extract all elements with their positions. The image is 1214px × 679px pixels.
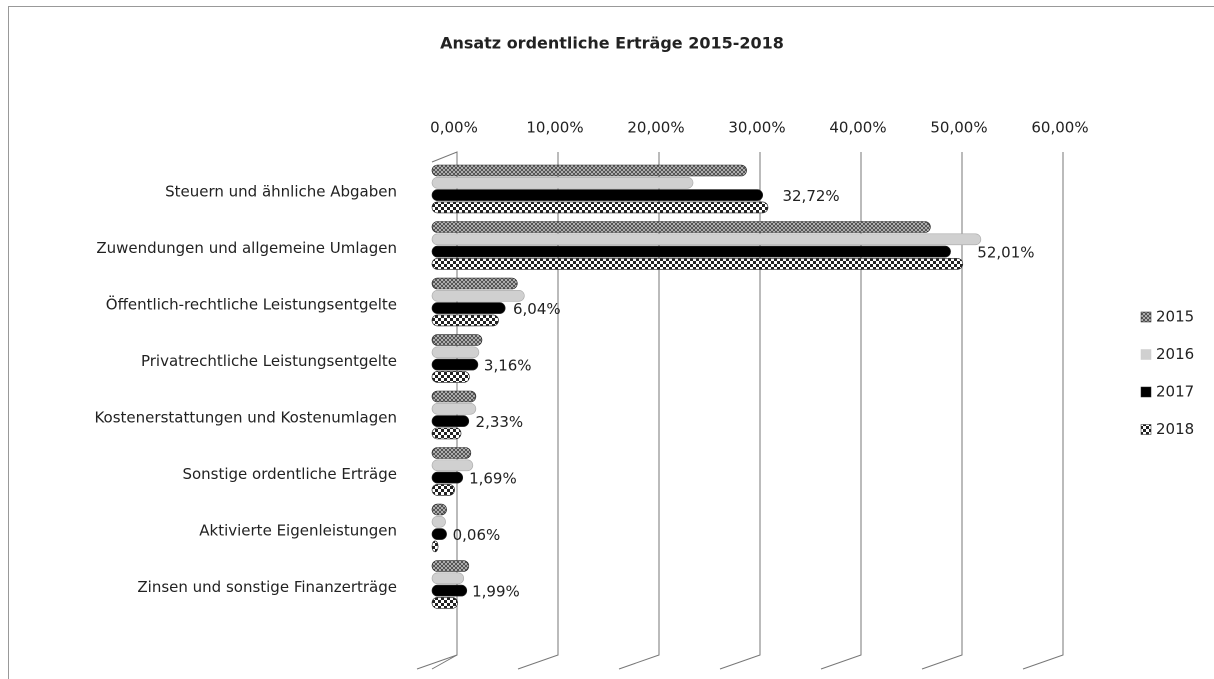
- bar: [431, 258, 964, 270]
- bar: [431, 189, 764, 201]
- legend-label: 2017: [1156, 383, 1194, 401]
- y-tick-label: Öffentlich-rechtliche Leistungsentgelte: [106, 295, 397, 314]
- bar: [431, 245, 951, 258]
- bar: [431, 584, 468, 597]
- data-label: 32,72%: [782, 187, 839, 205]
- chart-title: Ansatz ordentliche Erträge 2015-2018: [440, 34, 784, 53]
- data-label: 0,06%: [453, 526, 501, 544]
- bar: [431, 334, 483, 346]
- bar: [431, 201, 769, 214]
- grid-line: [517, 152, 559, 670]
- grid-line: [820, 152, 862, 670]
- x-tick-label: 20,00%: [627, 119, 684, 137]
- bar: [431, 289, 525, 302]
- legend-label: 2018: [1156, 420, 1194, 438]
- grid-line: [719, 152, 761, 670]
- data-label: 52,01%: [977, 243, 1034, 261]
- y-tick-label: Aktivierte Eigenleistungen: [199, 522, 397, 540]
- data-label: 3,16%: [484, 356, 532, 374]
- bar: [431, 177, 694, 189]
- bar: [431, 503, 447, 516]
- y-tick-label: Zuwendungen und allgemeine Umlagen: [96, 239, 397, 257]
- bar: [431, 427, 462, 440]
- bar: [431, 484, 455, 496]
- x-tick-label: 60,00%: [1031, 119, 1088, 137]
- bar: [431, 515, 446, 528]
- bar: [431, 221, 931, 233]
- bar: [431, 560, 470, 572]
- bar: [431, 233, 982, 246]
- bar: [431, 459, 474, 472]
- x-tick-label: 10,00%: [526, 119, 583, 137]
- bar: [431, 390, 477, 403]
- bar: [431, 164, 747, 177]
- y-tick-label: Privatrechtliche Leistungsentgelte: [141, 352, 397, 370]
- chart-border: [8, 6, 1214, 679]
- x-tick-label: 0,00%: [430, 119, 478, 137]
- legend-swatch: [1140, 424, 1152, 435]
- x-tick-label: 50,00%: [930, 119, 987, 137]
- data-label: 6,04%: [513, 300, 561, 318]
- data-label: 1,99%: [472, 582, 520, 600]
- data-label: 2,33%: [476, 413, 524, 431]
- grid-line: [1022, 152, 1064, 670]
- bar: [431, 358, 479, 371]
- bar: [431, 597, 458, 609]
- legend-label: 2015: [1156, 308, 1194, 326]
- bar: [431, 572, 465, 585]
- bar: [431, 447, 472, 459]
- bar: [431, 277, 518, 290]
- y-tick-label: Kostenerstattungen und Kostenumlagen: [94, 409, 397, 427]
- bar: [431, 371, 470, 383]
- bar: [431, 346, 480, 359]
- y-tick-label: Sonstige ordentliche Erträge: [182, 465, 397, 483]
- legend-label: 2016: [1156, 345, 1194, 363]
- y-tick-label: Zinsen und sonstige Finanzerträge: [137, 578, 397, 596]
- x-tick-label: 30,00%: [728, 119, 785, 137]
- legend-swatch: [1140, 386, 1152, 398]
- bar: [431, 314, 499, 327]
- x-tick-label: 40,00%: [829, 119, 886, 137]
- grid-line: [618, 152, 660, 670]
- bar: [431, 302, 506, 314]
- data-label: 1,69%: [469, 469, 517, 487]
- y-tick-label: Steuern und ähnliche Abgaben: [165, 183, 397, 201]
- bar: [431, 471, 464, 484]
- bar: [431, 402, 477, 415]
- bar: [431, 540, 439, 553]
- bar: [431, 528, 447, 540]
- legend-swatch: [1140, 311, 1152, 323]
- legend-swatch: [1140, 349, 1152, 360]
- grid-line: [921, 152, 963, 670]
- bar: [431, 415, 470, 427]
